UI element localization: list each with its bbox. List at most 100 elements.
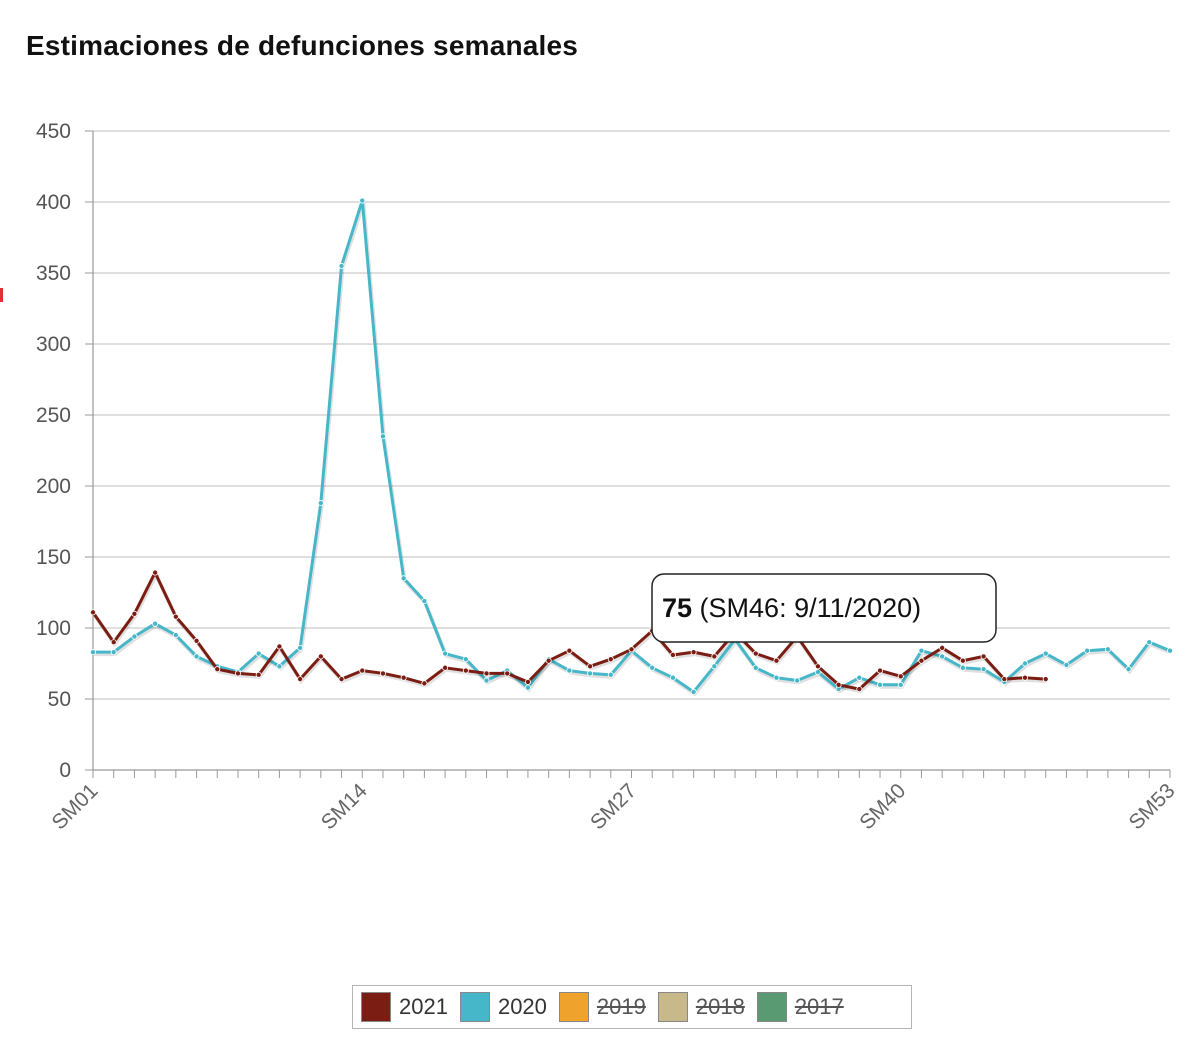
data-point[interactable] <box>980 666 987 673</box>
data-point[interactable] <box>794 677 801 684</box>
data-point[interactable] <box>959 664 966 671</box>
data-point[interactable] <box>317 653 324 660</box>
data-point[interactable] <box>939 644 946 651</box>
y-tick-label: 300 <box>36 333 71 356</box>
data-point[interactable] <box>690 688 697 695</box>
data-point[interactable] <box>669 674 676 681</box>
data-point[interactable] <box>711 653 718 660</box>
data-point[interactable] <box>110 649 117 656</box>
data-point[interactable] <box>1022 660 1029 667</box>
data-point[interactable] <box>90 609 97 616</box>
data-point[interactable] <box>421 680 428 687</box>
data-point[interactable] <box>483 677 490 684</box>
data-point[interactable] <box>1001 676 1008 683</box>
data-point[interactable] <box>752 650 759 657</box>
data-point[interactable] <box>669 651 676 658</box>
data-point[interactable] <box>897 681 904 688</box>
data-point[interactable] <box>545 657 552 664</box>
legend-swatch <box>558 992 589 1022</box>
legend-item-2020[interactable]: 2020 <box>459 992 547 1022</box>
legend-swatch <box>657 992 688 1022</box>
y-tick-label: 250 <box>36 404 71 427</box>
data-point[interactable] <box>379 433 386 440</box>
data-point[interactable] <box>255 650 262 657</box>
data-point[interactable] <box>317 500 324 507</box>
data-point[interactable] <box>980 653 987 660</box>
data-point[interactable] <box>939 653 946 660</box>
data-point[interactable] <box>359 197 366 204</box>
data-point[interactable] <box>690 649 697 656</box>
data-point[interactable] <box>1167 647 1174 654</box>
data-point[interactable] <box>897 673 904 680</box>
data-point[interactable] <box>1146 639 1153 646</box>
data-point[interactable] <box>297 676 304 683</box>
data-point[interactable] <box>276 643 283 650</box>
data-point[interactable] <box>628 646 635 653</box>
data-point[interactable] <box>338 262 345 269</box>
data-point[interactable] <box>814 663 821 670</box>
data-point[interactable] <box>918 657 925 664</box>
series-line-2020[interactable] <box>91 199 1172 694</box>
data-point[interactable] <box>442 664 449 671</box>
data-point[interactable] <box>752 664 759 671</box>
data-point[interactable] <box>607 671 614 678</box>
data-point[interactable] <box>172 613 179 620</box>
data-point[interactable] <box>1042 650 1049 657</box>
data-point[interactable] <box>1084 647 1091 654</box>
legend-item-2017[interactable]: 2017 <box>756 992 844 1022</box>
data-point[interactable] <box>442 650 449 657</box>
data-point[interactable] <box>400 674 407 681</box>
data-point[interactable] <box>835 681 842 688</box>
y-tick-label: 0 <box>59 759 71 782</box>
data-point[interactable] <box>152 620 159 627</box>
data-point[interactable] <box>90 649 97 656</box>
data-point[interactable] <box>193 653 200 660</box>
data-point[interactable] <box>711 663 718 670</box>
legend-item-2018[interactable]: 2018 <box>657 992 745 1022</box>
data-point[interactable] <box>877 681 884 688</box>
data-point[interactable] <box>462 656 469 663</box>
data-point[interactable] <box>421 598 428 605</box>
data-point[interactable] <box>814 669 821 676</box>
data-point[interactable] <box>255 671 262 678</box>
data-point[interactable] <box>607 656 614 663</box>
data-point[interactable] <box>400 575 407 582</box>
data-point[interactable] <box>297 644 304 651</box>
data-point[interactable] <box>1063 661 1070 668</box>
data-point[interactable] <box>193 637 200 644</box>
legend-item-2021[interactable]: 2021 <box>361 992 448 1022</box>
data-point[interactable] <box>131 610 138 617</box>
data-point[interactable] <box>773 657 780 664</box>
data-point[interactable] <box>172 632 179 639</box>
data-point[interactable] <box>649 664 656 671</box>
data-point[interactable] <box>276 663 283 670</box>
data-point[interactable] <box>856 686 863 693</box>
data-point[interactable] <box>856 674 863 681</box>
data-point[interactable] <box>1022 674 1029 681</box>
data-point[interactable] <box>359 667 366 674</box>
data-point[interactable] <box>587 670 594 677</box>
data-point[interactable] <box>524 678 531 685</box>
data-point[interactable] <box>773 674 780 681</box>
data-point[interactable] <box>234 670 241 677</box>
data-point[interactable] <box>918 647 925 654</box>
data-point[interactable] <box>566 647 573 654</box>
data-point[interactable] <box>566 667 573 674</box>
data-point[interactable] <box>504 670 511 677</box>
data-point[interactable] <box>587 663 594 670</box>
data-point[interactable] <box>338 676 345 683</box>
data-point[interactable] <box>483 670 490 677</box>
data-point[interactable] <box>152 569 159 576</box>
data-point[interactable] <box>959 657 966 664</box>
data-point[interactable] <box>214 666 221 673</box>
data-point[interactable] <box>1104 646 1111 653</box>
data-point[interactable] <box>877 667 884 674</box>
legend-item-2019[interactable]: 2019 <box>558 992 646 1022</box>
data-point[interactable] <box>462 667 469 674</box>
data-point[interactable] <box>1125 666 1132 673</box>
data-point[interactable] <box>110 639 117 646</box>
data-point[interactable] <box>379 670 386 677</box>
data-point[interactable] <box>131 633 138 640</box>
data-point[interactable] <box>524 684 531 691</box>
data-point[interactable] <box>1042 676 1049 683</box>
